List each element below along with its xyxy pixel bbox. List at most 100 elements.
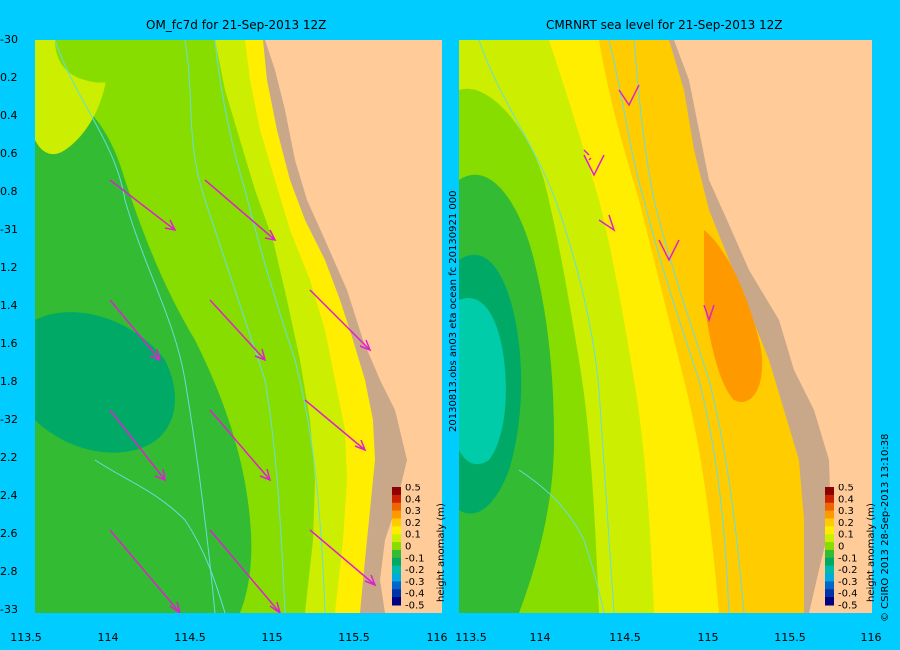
left-map-panel[interactable]	[35, 40, 442, 613]
colorbar-tick-label: 0.3	[838, 506, 854, 517]
colorbar-swatch	[825, 581, 834, 590]
y-tick: -31	[0, 223, 18, 236]
y-tick: 1.4	[0, 299, 18, 312]
colorbar-tick-labels: 0.50.40.30.20.10-0.1-0.2-0.3-0.4-0.5	[838, 484, 858, 610]
colorbar-tick-label: -0.5	[405, 601, 425, 611]
bathymetry-contours	[478, 40, 745, 613]
colorbar-swatch	[825, 557, 834, 567]
colorbar-tick-label: -0.4	[838, 589, 858, 600]
colorbar-swatch	[392, 534, 401, 543]
y-tick: 2.8	[0, 565, 18, 578]
y-tick: 2.4	[0, 489, 18, 502]
colorbar-left: 0.5 0.4 0.3 0.2 0.1 0 -0.1 -0.2 -0.3 -0.4 -0.5	[390, 484, 440, 610]
colorbar-swatch	[392, 502, 401, 512]
y-tick: -30	[0, 33, 18, 46]
colorbar-tick-label: 0.5	[405, 484, 421, 494]
y-tick: 2.2	[0, 451, 18, 464]
colorbar-right-label: height anomaly (m)	[866, 503, 877, 602]
colorbar-tick-label: 0.5	[838, 484, 854, 494]
zone-darkgreen	[35, 312, 175, 453]
colorbar-swatch	[392, 487, 401, 496]
x-tick-right: 115	[697, 631, 719, 644]
x-tick-left: 116	[426, 631, 448, 644]
x-tick-left: 115.5	[338, 631, 370, 644]
colorbar-tick-labels: 0.50.40.30.20.10-0.1-0.2-0.3-0.4-0.5	[405, 484, 425, 610]
colorbar-right-svg: 0.50.40.30.20.10-0.1-0.2-0.3-0.4-0.5	[825, 484, 858, 610]
zone-north	[55, 40, 155, 83]
x-tick-right: 114	[529, 631, 551, 644]
right-map-panel[interactable]	[459, 40, 872, 613]
colorbar-swatch	[392, 494, 401, 504]
colorbar-swatches	[392, 487, 401, 606]
x-tick-left: 114.5	[174, 631, 206, 644]
colorbar-tick-label: 0.2	[405, 518, 421, 529]
colorbar-swatch	[825, 549, 834, 559]
colorbar-tick-label: 0.3	[405, 506, 421, 517]
right-panel-title: CMRNRT sea level for 21-Sep-2013 12Z	[546, 18, 783, 32]
colorbar-swatch	[392, 573, 401, 582]
colorbar-tick-label: -0.5	[838, 601, 858, 611]
x-tick-right: 114.5	[609, 631, 641, 644]
y-tick: 0.8	[0, 185, 18, 198]
y-tick: -32	[0, 413, 18, 426]
colorbar-swatch	[392, 542, 401, 551]
colorbar-swatch	[392, 589, 401, 598]
colorbar-swatch	[825, 573, 834, 582]
current-arrows	[109, 179, 377, 613]
bathymetry-contours	[54, 40, 326, 613]
y-tick: -33	[0, 603, 18, 616]
colorbar-swatch	[392, 549, 401, 559]
colorbar-swatches	[825, 487, 834, 606]
colorbar-swatch	[392, 557, 401, 567]
colorbar-swatch	[392, 510, 401, 519]
y-tick: 1.6	[0, 337, 18, 350]
colorbar-right: 0.5 0.4 0.3 0.2 0.1 0 -0.1 -0.2 -0.3 -0.4 -0.5	[823, 484, 873, 610]
left-map-svg	[35, 40, 442, 613]
colorbar-swatch	[825, 534, 834, 543]
colorbar-swatch	[825, 502, 834, 512]
colorbar-swatch	[825, 526, 834, 535]
colorbar-swatch	[392, 565, 401, 575]
zone-orange	[704, 230, 763, 402]
current-arrows	[583, 84, 715, 323]
colorbar-swatch	[825, 518, 834, 527]
colorbar-swatch	[825, 597, 834, 606]
colorbar-tick-label: 0	[838, 542, 844, 553]
x-tick-right: 115.5	[774, 631, 806, 644]
colorbar-swatch	[825, 487, 834, 496]
colorbar-tick-label: -0.4	[405, 589, 425, 600]
x-tick-left: 113.5	[10, 631, 42, 644]
colorbar-tick-label: -0.2	[405, 565, 425, 576]
colorbar-swatch	[825, 565, 834, 575]
colorbar-left-label: height anomaly (m)	[436, 503, 447, 602]
colorbar-swatch	[392, 597, 401, 606]
colorbar-tick-label: 0.4	[838, 494, 854, 505]
y-tick: 1.2	[0, 261, 18, 274]
colorbar-swatch	[392, 526, 401, 535]
y-tick: 0.4	[0, 109, 18, 122]
colorbar-tick-label: 0.2	[838, 518, 854, 529]
y-tick: 0.6	[0, 147, 18, 160]
colorbar-tick-label: 0.1	[838, 530, 854, 541]
colorbar-swatch	[825, 494, 834, 504]
colorbar-tick-label: 0.4	[405, 494, 421, 505]
x-tick-left: 115	[261, 631, 283, 644]
colorbar-swatch	[825, 542, 834, 551]
colorbar-tick-label: 0.1	[405, 530, 421, 541]
colorbar-swatch	[392, 581, 401, 590]
y-tick: 1.8	[0, 375, 18, 388]
colorbar-tick-label: 0	[405, 542, 411, 553]
colorbar-tick-label: -0.3	[838, 577, 858, 588]
run-info-text: 20130813.obs an03 eta ocean fc 20130921 …	[448, 190, 459, 432]
colorbar-left-svg: 0.50.40.30.20.10-0.1-0.2-0.3-0.4-0.5	[392, 484, 425, 610]
left-panel-title: OM_fc7d for 21-Sep-2013 12Z	[146, 18, 327, 32]
colorbar-tick-label: -0.3	[405, 577, 425, 588]
x-tick-right: 116	[860, 631, 882, 644]
x-tick-left: 114	[97, 631, 119, 644]
colorbar-swatch	[392, 518, 401, 527]
colorbar-tick-label: -0.2	[838, 565, 858, 576]
copyright-footer: © CSIRO 2013 28-Sep-2013 13:10:38	[880, 433, 891, 622]
x-tick-right: 113.5	[455, 631, 487, 644]
y-tick: 2.6	[0, 527, 18, 540]
colorbar-tick-label: -0.1	[838, 553, 858, 564]
